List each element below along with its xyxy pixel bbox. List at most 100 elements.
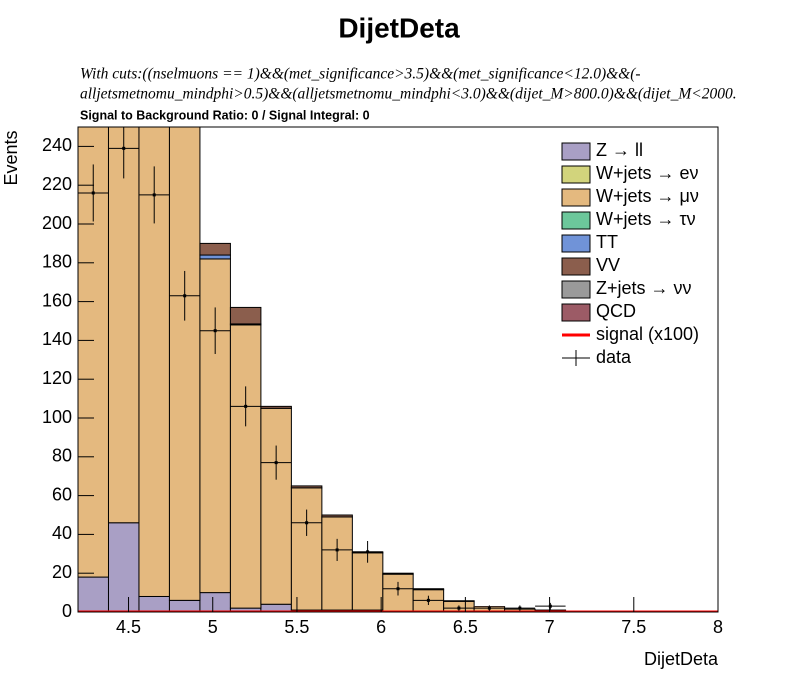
legend-swatch [561,211,591,230]
data-point [260,445,292,480]
hist-bar [199,242,231,256]
hist-bar [229,306,262,325]
legend-label: W+jets → τν [596,209,696,229]
data-marker [457,606,461,610]
legend-label: Z+jets → νν [596,278,692,298]
cuts-line: With cuts:((nselmuons == 1)&&(met_signif… [80,66,641,83]
y-tick-label: 240 [42,135,72,155]
data-marker [426,598,430,602]
data-marker [122,146,126,150]
data-point [230,386,261,427]
data-point [535,602,566,610]
hist-bar [107,522,140,612]
y-tick-label: 180 [42,252,72,272]
hist-bar [78,127,109,578]
data-marker [305,521,309,525]
hist-bar [168,127,201,601]
data-point [199,307,231,354]
x-tick-label: 5.5 [284,617,309,637]
annotation: Signal to Background Ratio: 0 / Signal I… [80,108,370,122]
y-tick-label: 220 [42,174,72,194]
data-marker [366,550,370,554]
hist-bar [412,588,445,591]
y-tick-label: 0 [62,601,72,621]
hist-bar [290,485,323,489]
x-tick-label: 4.5 [116,617,141,637]
legend-label: W+jets → μν [596,186,699,206]
data-point [321,538,353,561]
hist-bar [260,407,292,605]
hist-bar [78,576,109,612]
data-point [413,595,444,606]
legend-swatch [561,257,591,276]
hist-bar [107,127,140,524]
legend-label: signal (x100) [596,324,699,344]
legend-label: VV [596,255,620,275]
y-axis-label: Events [1,130,21,185]
y-tick-label: 60 [52,484,72,504]
legend-label: W+jets → eν [596,163,699,183]
data-point [474,605,505,611]
data-marker [152,193,156,197]
y-tick-label: 80 [52,446,72,466]
x-axis-label: DijetDeta [644,649,719,669]
chart-title: DijetDeta [338,12,460,43]
legend-swatch [561,165,591,184]
x-tick-label: 8 [713,617,723,637]
hist-bar [290,487,323,611]
data-point [443,605,475,611]
data-marker [91,191,95,195]
y-tick-label: 160 [42,290,72,310]
legend-swatch [561,188,591,207]
legend-label: data [596,347,632,367]
legend: Z → ll W+jets → eν W+jets → μν W+jets → τν T… [561,140,699,367]
y-tick-label: 140 [42,329,72,349]
hist-bar [321,514,353,518]
hist-bar [138,595,170,612]
data-point [504,605,536,611]
legend-label: QCD [596,301,636,321]
y-tick-label: 120 [42,368,72,388]
y-tick-label: 100 [42,407,72,427]
data-marker [274,461,278,465]
hist-bar [229,324,262,609]
legend-label: TT [596,232,618,252]
x-tick-label: 7.5 [621,617,646,637]
data-marker [213,329,217,333]
legend-label: Z → ll [596,140,643,160]
y-tick-label: 40 [52,523,72,543]
data-marker [548,604,552,608]
axes: 0 20 40 60 80 100 120 140 160 180 200 220 240 4.5 5 5.5… [42,135,723,637]
legend-swatch [561,142,591,161]
data-point [382,581,414,596]
hist-bar [260,405,292,409]
hist-bar [443,600,475,602]
hist-bar [382,572,414,575]
hist-bar [199,254,231,260]
x-tick-label: 5 [208,617,218,637]
hist-bar [168,599,201,612]
legend-swatch [561,303,591,322]
data-point [108,127,139,179]
data-marker [396,587,400,591]
hist-bar [138,127,170,597]
plot-area [78,127,718,612]
hist-bar [321,516,353,611]
data-point [169,270,200,321]
y-tick-label: 200 [42,213,72,233]
data-point [352,540,383,563]
x-tick-label: 7 [545,617,555,637]
data-marker [244,404,248,408]
data-point [291,509,322,536]
data-marker [183,294,187,298]
data-point [138,166,170,224]
y-tick-label: 20 [52,562,72,582]
data-marker [335,548,339,552]
x-tick-label: 6 [376,617,386,637]
plot-frame [77,126,719,613]
data-marker [518,606,522,610]
legend-swatch [561,234,591,253]
data-point [78,164,109,222]
cuts-line: alljetsmetnomu_mindphi>0.5)&&(alljetsmet… [80,86,737,103]
data-marker [487,606,491,610]
